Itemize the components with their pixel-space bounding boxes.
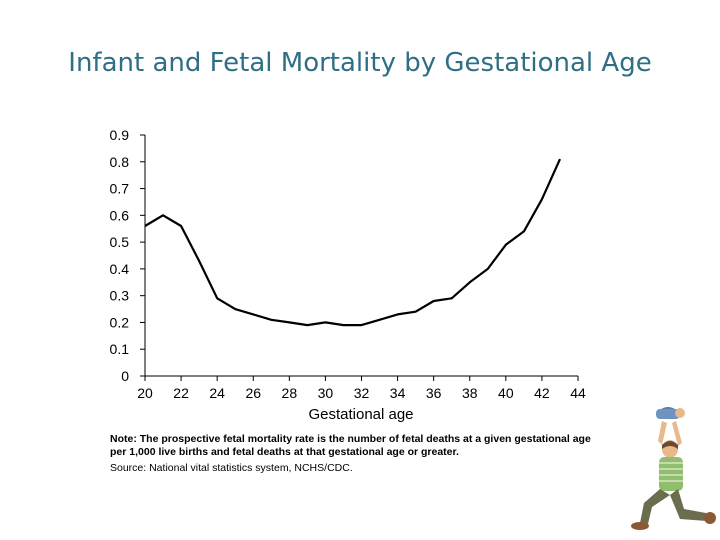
x-tick-label: 20 (137, 385, 153, 401)
y-tick-label: 0.9 (110, 127, 130, 143)
y-tick-label: 0.3 (110, 288, 130, 304)
y-tick-label: 0.6 (110, 207, 130, 223)
note-label: Note: (110, 433, 137, 445)
x-tick-label: 44 (570, 385, 586, 401)
x-tick-label: 28 (282, 385, 298, 401)
y-tick-label: 0.1 (110, 341, 130, 357)
x-axis-ticks: 20 22 24 26 28 30 32 34 36 38 40 42 44 (137, 376, 586, 401)
x-tick-label: 30 (318, 385, 334, 401)
person-lifting-baby-icon (631, 407, 716, 530)
x-axis-label: Gestational age (308, 406, 413, 423)
x-tick-label: 26 (245, 385, 261, 401)
x-tick-label: 24 (209, 385, 225, 401)
chart-series (144, 158, 562, 327)
note-text: The prospective fetal mortality rate is … (110, 433, 591, 458)
chart-axes (144, 135, 578, 377)
y-tick-label: 0.4 (110, 261, 130, 277)
chart-source: Source: National vital statistics system… (110, 462, 353, 474)
y-tick-label: 0.2 (110, 314, 130, 330)
series-line (144, 158, 562, 327)
y-tick-label: 0.7 (110, 181, 130, 197)
x-tick-label: 32 (354, 385, 370, 401)
chart-note: Note: The prospective fetal mortality ra… (110, 433, 610, 475)
y-tick-label: 0.8 (110, 154, 130, 170)
x-tick-label: 22 (173, 385, 189, 401)
x-tick-label: 38 (462, 385, 478, 401)
slide-title: Infant and Fetal Mortality by Gestationa… (68, 48, 652, 78)
x-tick-label: 34 (390, 385, 406, 401)
x-tick-label: 36 (426, 385, 442, 401)
y-axis-ticks: 0 0.1 0.2 0.3 0.4 0.5 0.6 0.7 0.8 0.9 (110, 127, 145, 384)
y-tick-label: 0.5 (110, 234, 130, 250)
x-tick-label: 40 (498, 385, 514, 401)
x-tick-label: 42 (534, 385, 550, 401)
y-tick-label: 0 (121, 368, 129, 384)
